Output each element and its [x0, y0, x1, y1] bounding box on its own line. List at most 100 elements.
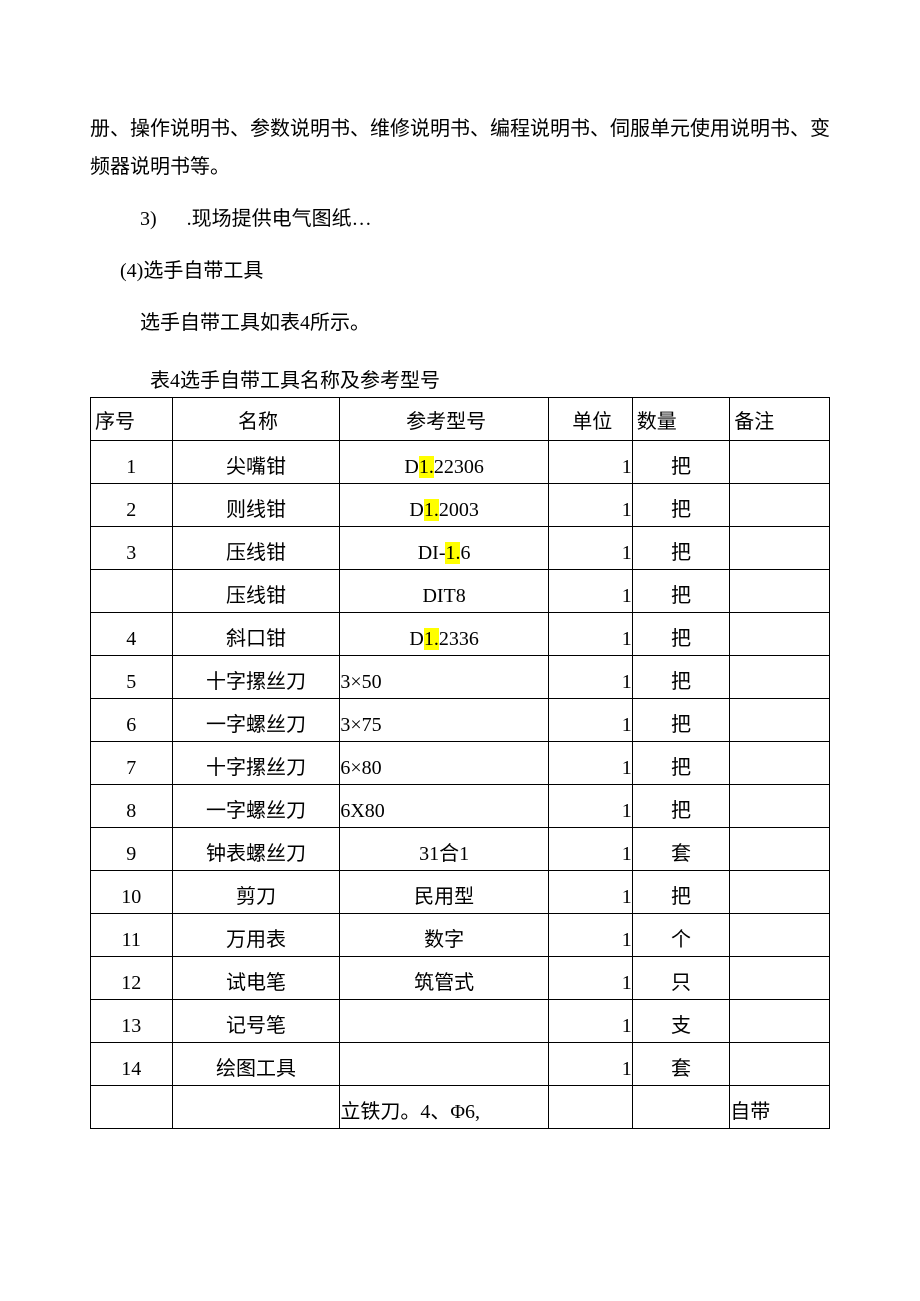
cell-note — [730, 613, 830, 656]
highlight: 1. — [424, 628, 439, 650]
th-seq: 序号 — [91, 398, 173, 441]
cell-unit: 1 — [548, 699, 632, 742]
cell-seq: 8 — [91, 785, 173, 828]
cell-name: 万用表 — [172, 914, 340, 957]
table-row: 12试电笔筑管式1只 — [91, 957, 830, 1000]
table-header-row: 序号 名称 参考型号 单位 数量 备注 — [91, 398, 830, 441]
cell-unit: 1 — [548, 570, 632, 613]
cell-unit: 1 — [548, 742, 632, 785]
th-unit: 单位 — [548, 398, 632, 441]
paragraph-item-4-title: (4)选手自带工具 — [90, 252, 830, 290]
cell-qty: 把 — [632, 613, 729, 656]
cell-unit: 1 — [548, 957, 632, 1000]
table-row: 13记号笔 1支 — [91, 1000, 830, 1043]
cell-note — [730, 441, 830, 484]
cell-unit: 1 — [548, 656, 632, 699]
cell-note — [730, 871, 830, 914]
highlight: 1. — [445, 542, 460, 564]
cell-note — [730, 914, 830, 957]
cell-model: DIT8 — [340, 570, 549, 613]
table-caption: 表4选手自带工具名称及参考型号 — [90, 364, 830, 393]
cell-unit: 1 — [548, 1000, 632, 1043]
cell-seq: 4 — [91, 613, 173, 656]
cell-qty: 套 — [632, 1043, 729, 1086]
cell-qty: 把 — [632, 871, 729, 914]
cell-model: 立铁刀。4、Φ6, — [340, 1086, 549, 1129]
cell-name: 尖嘴钳 — [172, 441, 340, 484]
cell-seq: 1 — [91, 441, 173, 484]
cell-qty: 把 — [632, 570, 729, 613]
cell-model — [340, 1043, 549, 1086]
cell-model: 3×75 — [340, 699, 549, 742]
page-root: 册、操作说明书、参数说明书、维修说明书、编程说明书、伺服单元使用说明书、变频器说… — [0, 0, 920, 1229]
cell-qty: 只 — [632, 957, 729, 1000]
cell-name — [172, 1086, 340, 1129]
cell-qty: 把 — [632, 785, 729, 828]
cell-note — [730, 1043, 830, 1086]
cell-name: 压线钳 — [172, 570, 340, 613]
list-number: 3) — [140, 208, 157, 230]
cell-note — [730, 957, 830, 1000]
cell-seq: 10 — [91, 871, 173, 914]
cell-seq: 13 — [91, 1000, 173, 1043]
table-row: 立铁刀。4、Φ6, 自带 — [91, 1086, 830, 1129]
cell-seq: 11 — [91, 914, 173, 957]
cell-qty: 个 — [632, 914, 729, 957]
cell-note — [730, 1000, 830, 1043]
cell-seq: 3 — [91, 527, 173, 570]
cell-seq: 14 — [91, 1043, 173, 1086]
table-row: 14绘图工具 1套 — [91, 1043, 830, 1086]
cell-note — [730, 785, 830, 828]
table-row: 1尖嘴钳D1.223061把 — [91, 441, 830, 484]
cell-note: 自带 — [730, 1086, 830, 1129]
cell-seq: 6 — [91, 699, 173, 742]
tools-table: 序号 名称 参考型号 单位 数量 备注 1尖嘴钳D1.223061把 2则线钳D… — [90, 397, 830, 1129]
cell-name: 一字螺丝刀 — [172, 699, 340, 742]
cell-note — [730, 527, 830, 570]
cell-qty — [632, 1086, 729, 1129]
list-text: .现场提供电气图纸… — [187, 208, 372, 230]
cell-qty: 套 — [632, 828, 729, 871]
cell-model: 6X80 — [340, 785, 549, 828]
cell-name: 一字螺丝刀 — [172, 785, 340, 828]
cell-seq: 7 — [91, 742, 173, 785]
table-row: 2则线钳D1.20031把 — [91, 484, 830, 527]
cell-model: 31合1 — [340, 828, 549, 871]
cell-name: 则线钳 — [172, 484, 340, 527]
cell-note — [730, 828, 830, 871]
cell-unit: 1 — [548, 785, 632, 828]
cell-seq: 12 — [91, 957, 173, 1000]
cell-model — [340, 1000, 549, 1043]
cell-name: 压线钳 — [172, 527, 340, 570]
cell-note — [730, 742, 830, 785]
cell-note — [730, 699, 830, 742]
paragraph-item-3: 3) .现场提供电气图纸… — [90, 200, 830, 238]
cell-name: 记号笔 — [172, 1000, 340, 1043]
cell-unit — [548, 1086, 632, 1129]
highlight: 1. — [424, 499, 439, 521]
cell-seq: 5 — [91, 656, 173, 699]
th-note: 备注 — [730, 398, 830, 441]
table-row: 7十字摞丝刀6×801把 — [91, 742, 830, 785]
paragraph-continuation: 册、操作说明书、参数说明书、维修说明书、编程说明书、伺服单元使用说明书、变频器说… — [90, 110, 830, 186]
cell-seq — [91, 570, 173, 613]
cell-note — [730, 484, 830, 527]
cell-qty: 把 — [632, 527, 729, 570]
cell-note — [730, 656, 830, 699]
cell-unit: 1 — [548, 527, 632, 570]
cell-qty: 把 — [632, 742, 729, 785]
cell-qty: 把 — [632, 699, 729, 742]
table-row: 10剪刀民用型1把 — [91, 871, 830, 914]
cell-name: 钟表螺丝刀 — [172, 828, 340, 871]
table-row: 9钟表螺丝刀31合11套 — [91, 828, 830, 871]
cell-note — [730, 570, 830, 613]
cell-unit: 1 — [548, 613, 632, 656]
table-row: 8一字螺丝刀6X801把 — [91, 785, 830, 828]
cell-unit: 1 — [548, 1043, 632, 1086]
cell-qty: 把 — [632, 441, 729, 484]
cell-qty: 把 — [632, 656, 729, 699]
cell-model: 数字 — [340, 914, 549, 957]
cell-name: 十字摞丝刀 — [172, 742, 340, 785]
cell-name: 斜口钳 — [172, 613, 340, 656]
cell-seq: 9 — [91, 828, 173, 871]
